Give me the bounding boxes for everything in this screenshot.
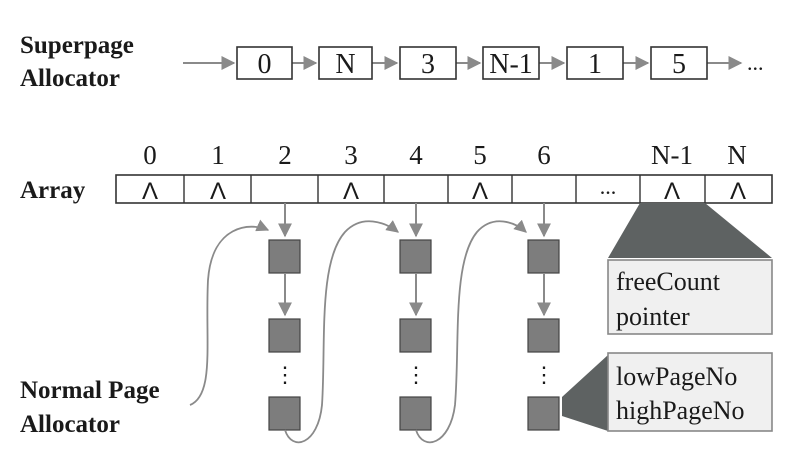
superpage-node-value: 1 [588, 49, 602, 80]
page-block [268, 318, 301, 353]
chain-curve [415, 219, 527, 444]
array-cell-null: Λ [142, 178, 158, 205]
chain-curve [189, 219, 270, 406]
array-cell-null: Λ [472, 178, 488, 205]
page-block [268, 396, 301, 431]
array-index: N-1 [651, 140, 693, 170]
superpage-label-line2: Allocator [20, 65, 120, 92]
page-block [527, 396, 560, 431]
high-page-no-label: highPageNo [616, 396, 745, 425]
array-index: 2 [278, 140, 292, 170]
array-index: N [727, 140, 747, 170]
array-cell-null: Λ [210, 178, 226, 205]
page-block [527, 239, 560, 274]
chain-curve [284, 220, 399, 444]
array-outline [115, 174, 773, 204]
superpage-node-value: N-1 [489, 49, 533, 80]
superpage-node [318, 46, 373, 80]
page-list-ellipsis: ⋮ [405, 362, 427, 387]
superpage-node [566, 46, 624, 80]
page-list-column: ⋮ [527, 203, 560, 431]
normal-page-label-line2: Allocator [20, 411, 120, 438]
array-index: 5 [473, 140, 487, 170]
superpage-nodes: 0 N 3 N-1 1 5 ... [236, 46, 764, 80]
callout-connector [562, 355, 608, 431]
page-block [527, 318, 560, 353]
superpage-chain-continuation: ... [747, 50, 764, 75]
superpage-node-value: 0 [258, 49, 272, 80]
array-index: 0 [143, 140, 157, 170]
page-block [399, 318, 432, 353]
array-indices: 0 1 2 3 4 5 6 N-1 N [143, 140, 747, 170]
superpage-node-value: 5 [672, 49, 686, 80]
superpage-node [650, 46, 708, 80]
page-range-callout [607, 352, 773, 432]
superpage-node [399, 46, 457, 80]
page-chain-curves [189, 219, 527, 444]
page-block [399, 239, 432, 274]
free-count-callout [607, 259, 773, 335]
array-index: 1 [211, 140, 225, 170]
page-list-ellipsis: ⋮ [533, 362, 555, 387]
superpage-node-value: 3 [421, 49, 435, 80]
array-index: 6 [537, 140, 551, 170]
page-list-column: ⋮ [268, 203, 301, 431]
page-list-column: ⋮ [399, 203, 432, 431]
array-index: 4 [409, 140, 423, 170]
superpage-label-line1: Superpage [20, 32, 134, 59]
low-page-no-label: lowPageNo [616, 362, 737, 391]
superpage-node-value: N [335, 49, 355, 80]
callout-connector [608, 203, 772, 258]
page-list-ellipsis: ⋮ [274, 362, 296, 387]
array-cell-ellipsis: ... [600, 174, 617, 199]
page-block [399, 396, 432, 431]
array-index: 3 [344, 140, 358, 170]
normal-page-label-line1: Normal Page [20, 377, 160, 404]
array-row: Λ Λ Λ Λ ... Λ Λ [115, 174, 773, 205]
pointer-label: pointer [616, 302, 690, 331]
array-cell-null: Λ [343, 178, 359, 205]
superpage-node [236, 46, 293, 80]
superpage-node [482, 46, 540, 80]
array-label: Array [20, 177, 86, 204]
array-cell-null: Λ [730, 178, 746, 205]
page-block [268, 239, 301, 274]
free-count-label: freeCount [616, 267, 721, 296]
array-cell-null: Λ [664, 178, 680, 205]
